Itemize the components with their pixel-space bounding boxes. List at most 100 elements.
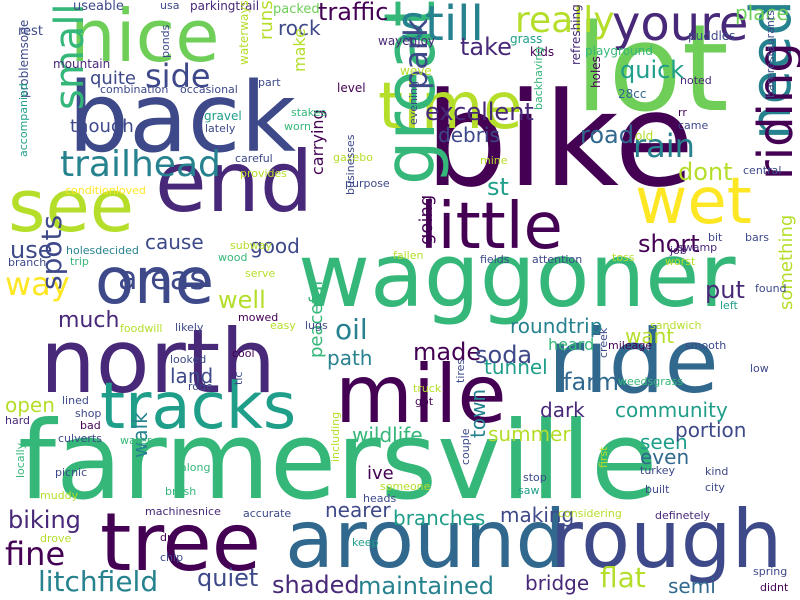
cloud-word: lined [62,394,89,407]
cloud-word: subway [230,239,272,252]
cloud-word: holesdecided [66,244,139,257]
cloud-word: though [70,116,134,137]
cloud-word: gravel [204,109,242,123]
cloud-word: flat [600,561,646,594]
cloud-word: tunnel [484,355,548,379]
cloud-word: use [10,236,53,264]
cloud-word: waggoner [298,224,736,327]
cloud-word: lately [205,122,236,135]
cloud-word: kind [705,465,729,478]
cloud-word: got [415,395,434,408]
cloud-word: purpose [345,177,390,190]
cloud-word: branch [8,256,47,269]
cloud-word: level [337,81,366,95]
cloud-word: machinesnice [145,505,221,518]
cloud-word: occasional [180,83,238,96]
cloud-word: easy [270,319,296,332]
cloud-word: oil [335,313,368,346]
cloud-word: branches [393,506,486,530]
cloud-word: going [416,194,437,245]
cloud-word: quiet [197,564,259,592]
cloud-word: conditionloved [65,184,146,197]
cloud-word: lugs [305,319,328,332]
cloud-word: youre [612,0,749,52]
cloud-word: stop [523,471,547,484]
cloud-word: grass [510,32,543,46]
cloud-word: mileage [608,339,653,352]
cloud-word: rest [18,24,43,39]
cloud-word: bit [708,231,723,244]
cloud-word: nice [70,0,220,78]
cloud-word: even [640,445,690,469]
cloud-word: serve [245,267,276,280]
cloud-word: summer [488,422,571,446]
cloud-word: way [5,265,70,303]
cloud-word: creek [597,327,610,358]
cloud-word: shaded [272,571,360,599]
cloud-word: seen [640,430,688,454]
cloud-word: city [705,481,725,494]
cloud-word: wayenjoy [378,34,436,48]
cloud-word: dark [540,398,585,422]
cloud-word: nearer [325,498,391,522]
cloud-word: community [615,398,728,422]
cloud-word: back [68,62,297,174]
cloud-word: mile [335,348,507,441]
cloud-word: attention [532,253,583,266]
cloud-word: excellent [425,98,534,126]
cloud-word: accurate [243,507,292,520]
cloud-word: portion [675,418,747,442]
cloud-word: tracks [100,370,297,444]
cloud-word: provides [240,167,288,180]
cloud-word: much [58,308,120,333]
cloud-word: playground [585,44,653,58]
cloud-word: refreshing [569,4,583,65]
cloud-word: mountain [53,57,111,71]
cloud-word: businesses [344,134,357,195]
cloud-word: keep [352,536,379,549]
cloud-word: open [5,393,55,417]
cloud-word: packed [273,2,320,17]
cloud-word: litchfield [38,565,159,598]
cloud-word: first [597,446,610,469]
cloud-word: worst [665,255,696,268]
cloud-word: couple [459,428,472,465]
cloud-word: tree [100,496,261,589]
cloud-word: dry [160,531,179,544]
cloud-word: accompanied [17,83,30,157]
cloud-word: left [720,299,738,312]
cloud-word: north [40,310,277,413]
cloud-word: built [645,483,670,496]
cloud-word: toss [612,251,635,264]
cloud-word: roundtrip [510,314,603,338]
cloud-word: fine [5,535,66,573]
cloud-word: put [705,276,745,304]
cloud-word: side [145,57,211,95]
cloud-word: evening [407,80,420,125]
cloud-word: noted [680,74,712,87]
cloud-word: maintained [358,572,494,600]
cloud-word: locally [14,442,27,478]
cloud-word: gazebo [333,151,373,164]
cloud-word: ponds [159,24,172,58]
cloud-word: along [180,461,211,474]
cloud-word: stakes [291,106,327,119]
cloud-word: traffic [318,0,389,26]
cloud-word: part [258,76,281,89]
cloud-word: park [397,18,435,90]
cloud-word: definetely [655,509,711,522]
cloud-word: still [400,0,484,52]
cloud-word: one [95,245,215,319]
cloud-word: ive [367,463,394,484]
cloud-word: well [218,286,266,314]
cloud-word: farmersville [18,399,658,524]
cloud-word: sandwich [650,319,702,332]
cloud-word: weve [400,64,432,78]
cloud-word: turkey [640,464,676,477]
cloud-word: old [635,129,654,143]
cloud-word: make [290,28,309,72]
cloud-word: didnt [760,581,789,594]
cloud-word: rode [188,380,213,393]
cloud-word: around [285,493,567,586]
